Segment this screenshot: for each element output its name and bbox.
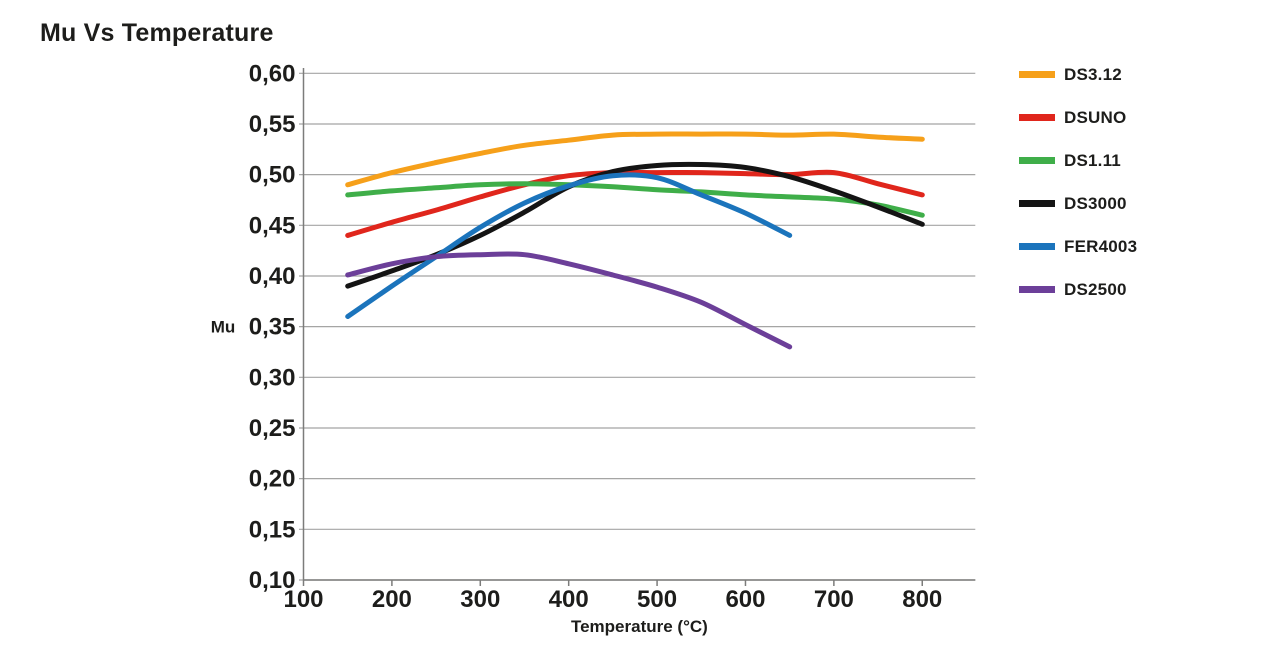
legend-label: DS3000 xyxy=(1064,193,1127,213)
series-line-DS1.11 xyxy=(345,181,925,218)
y-tick-label: 0,10 xyxy=(249,567,296,594)
series-line-DS2500 xyxy=(345,251,793,350)
legend-label: DS3.12 xyxy=(1064,64,1122,84)
chart-title: Mu Vs Temperature xyxy=(40,19,274,47)
legend-swatch xyxy=(1019,157,1055,164)
x-axis-title: Temperature (°C) xyxy=(571,617,708,636)
legend-label: DS1.11 xyxy=(1064,150,1121,170)
legend-item-FER4003: FER4003 xyxy=(1019,236,1138,256)
y-axis-title: Mu xyxy=(211,318,236,337)
series-line-DS3.12 xyxy=(345,131,925,188)
legend-swatch xyxy=(1019,114,1055,121)
x-tick-label: 300 xyxy=(460,586,500,613)
legend-label: DSUNO xyxy=(1064,107,1127,127)
legend-swatch xyxy=(1019,243,1055,250)
x-tick-label: 500 xyxy=(637,586,677,613)
y-tick-label: 0,20 xyxy=(249,466,296,493)
legend-label: DS2500 xyxy=(1064,279,1127,299)
legend-item-DS1.11: DS1.11 xyxy=(1019,150,1137,170)
legend-item-DSUNO: DSUNO xyxy=(1019,107,1137,127)
y-tick-label: 0,55 xyxy=(249,111,296,138)
series-line-FER4003 xyxy=(345,172,793,320)
legend-label: FER4003 xyxy=(1064,236,1138,256)
legend: DS3.12 DSUNO DS1.11 DS3000 FER4003 DS2500 xyxy=(1019,64,1138,324)
legend-swatch xyxy=(1019,286,1055,293)
y-tick-label: 0,45 xyxy=(249,212,296,239)
y-tick-label: 0,25 xyxy=(249,415,296,442)
y-tick-label: 0,40 xyxy=(249,263,296,290)
legend-item-DS3.12: DS3.12 xyxy=(1019,64,1137,84)
y-tick-label: 0,60 xyxy=(249,60,296,87)
x-tick-label: 400 xyxy=(549,586,589,613)
legend-swatch xyxy=(1019,71,1055,78)
x-tick-label: 700 xyxy=(814,586,854,613)
x-tick-label: 100 xyxy=(283,586,323,613)
y-tick-label: 0,35 xyxy=(249,314,296,341)
x-tick-label: 200 xyxy=(372,586,412,613)
y-tick-label: 0,50 xyxy=(249,162,296,189)
y-tick-label: 0,30 xyxy=(249,364,296,391)
x-tick-label: 600 xyxy=(725,586,765,613)
x-tick-label: 800 xyxy=(902,586,942,613)
legend-swatch xyxy=(1019,200,1055,207)
series-line-DSUNO xyxy=(345,169,925,238)
y-tick-label: 0,15 xyxy=(249,516,296,543)
legend-item-DS2500: DS2500 xyxy=(1019,279,1137,299)
legend-item-DS3000: DS3000 xyxy=(1019,193,1137,213)
